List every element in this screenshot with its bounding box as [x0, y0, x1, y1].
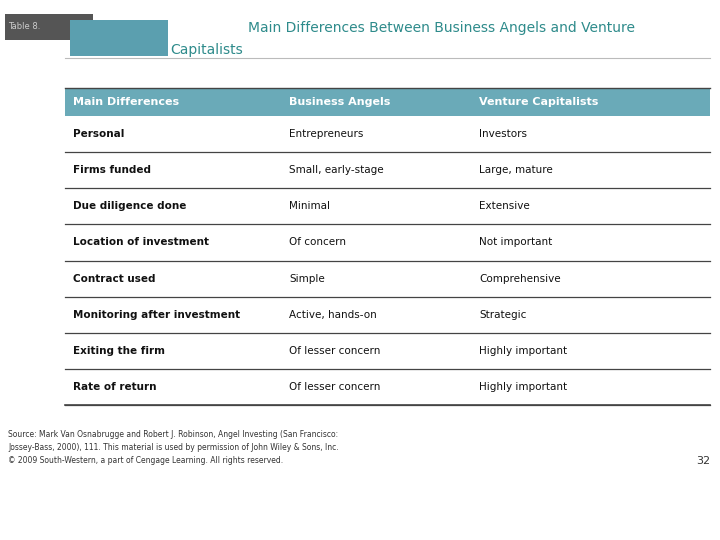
Text: Entrepreneurs: Entrepreneurs — [289, 129, 364, 139]
Bar — [65, 88, 710, 116]
Bar — [65, 152, 710, 188]
Bar — [65, 369, 710, 405]
Text: Venture Capitalists: Venture Capitalists — [480, 97, 599, 107]
Text: Strategic: Strategic — [480, 309, 527, 320]
Text: Firms funded: Firms funded — [73, 165, 151, 175]
Text: Highly important: Highly important — [480, 382, 567, 392]
Text: Rate of return: Rate of return — [73, 382, 156, 392]
Text: Investors: Investors — [480, 129, 527, 139]
Bar — [70, 20, 168, 56]
Text: Small, early-stage: Small, early-stage — [289, 165, 384, 175]
Text: Contract used: Contract used — [73, 274, 156, 284]
Text: Of concern: Of concern — [289, 238, 346, 247]
Text: Not important: Not important — [480, 238, 553, 247]
Text: Main Differences Between Business Angels and Venture: Main Differences Between Business Angels… — [248, 21, 635, 35]
Text: Monitoring after investment: Monitoring after investment — [73, 309, 240, 320]
Text: Table 8.: Table 8. — [8, 22, 40, 31]
Bar — [5, 14, 93, 40]
Bar — [65, 188, 710, 225]
Text: © 2009 South-Western, a part of Cengage Learning. All rights reserved.: © 2009 South-Western, a part of Cengage … — [8, 456, 283, 465]
Text: Minimal: Minimal — [289, 201, 330, 211]
Bar — [65, 260, 710, 296]
Text: Jossey-Bass, 2000), 111. This material is used by permission of John Wiley & Son: Jossey-Bass, 2000), 111. This material i… — [8, 443, 338, 452]
Bar — [65, 225, 710, 260]
Bar — [65, 116, 710, 152]
Bar — [65, 333, 710, 369]
Text: Comprehensive: Comprehensive — [480, 274, 561, 284]
Text: Main Differences: Main Differences — [73, 97, 179, 107]
Text: Highly important: Highly important — [480, 346, 567, 356]
Text: Personal: Personal — [73, 129, 125, 139]
Text: Capitalists: Capitalists — [170, 43, 243, 57]
Text: Business Angels: Business Angels — [289, 97, 390, 107]
Text: Due diligence done: Due diligence done — [73, 201, 186, 211]
Text: Of lesser concern: Of lesser concern — [289, 346, 380, 356]
Bar — [65, 296, 710, 333]
Text: Simple: Simple — [289, 274, 325, 284]
Text: Location of investment: Location of investment — [73, 238, 209, 247]
Text: Extensive: Extensive — [480, 201, 530, 211]
Text: Source: Mark Van Osnabrugge and Robert J. Robinson, Angel Investing (San Francis: Source: Mark Van Osnabrugge and Robert J… — [8, 430, 338, 439]
Text: 32: 32 — [696, 456, 710, 466]
Text: Active, hands-on: Active, hands-on — [289, 309, 377, 320]
Text: Of lesser concern: Of lesser concern — [289, 382, 380, 392]
Text: Large, mature: Large, mature — [480, 165, 553, 175]
Text: Exiting the firm: Exiting the firm — [73, 346, 165, 356]
